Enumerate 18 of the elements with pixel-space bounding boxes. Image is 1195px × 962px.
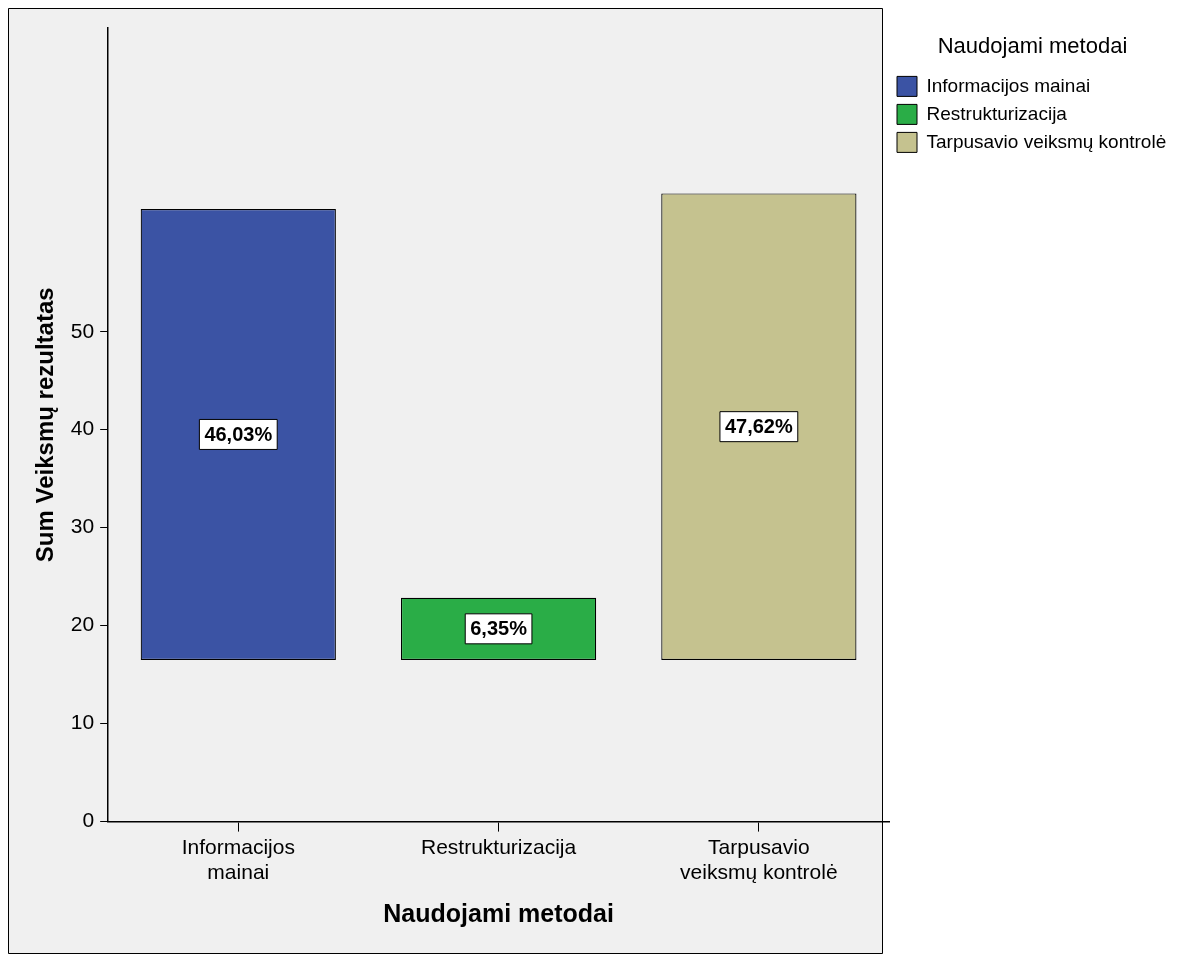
y-tick-label: 10	[70, 710, 95, 734]
data-label: 46,03%	[204, 422, 273, 445]
y-tick-label: 50	[70, 318, 95, 342]
legend-title: Naudojami metodai	[937, 33, 1128, 59]
legend-label: Tarpusavio veiksmų kontrolė	[926, 130, 1167, 152]
x-tick-label: Restrukturizacija	[420, 835, 577, 858]
y-tick-label: 40	[70, 416, 95, 440]
legend-label: Informacijos mainai	[926, 74, 1091, 96]
x-tick-label: Informacijos mainai	[181, 835, 295, 884]
y-tick-label: 30	[70, 514, 95, 538]
data-label: 6,35%	[470, 617, 528, 640]
y-tick-label: 20	[70, 612, 95, 636]
y-tick-label: 0	[82, 808, 95, 832]
legend-label: Restrukturizacija	[926, 102, 1068, 124]
data-label: 47,62%	[724, 415, 793, 438]
y-axis-title: Sum Veiksmų rezultatas	[31, 287, 59, 563]
x-tick-label: Tarpusavio veiksmų kontrolė	[680, 835, 838, 884]
x-axis-title: Naudojami metodai	[383, 898, 614, 927]
